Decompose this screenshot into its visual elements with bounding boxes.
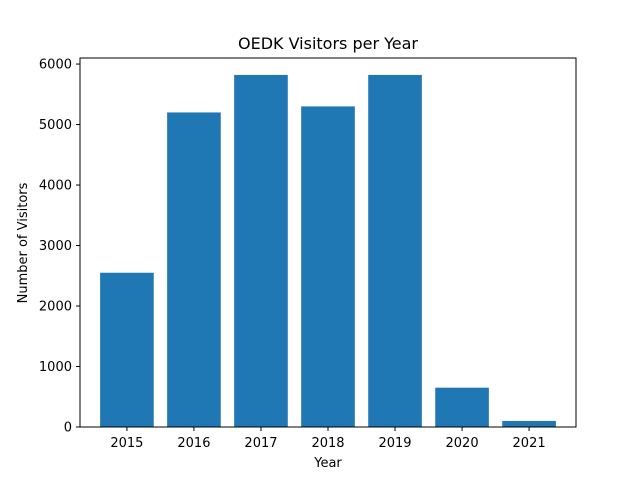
y-tick-label: 0	[64, 421, 72, 436]
x-tick-label: 2019	[378, 436, 411, 451]
chart-title: OEDK Visitors per Year	[238, 34, 418, 53]
plot-area-frame	[79, 57, 577, 428]
y-tick-label: 6000	[39, 58, 72, 73]
x-tick-label: 2021	[513, 436, 546, 451]
bars-group	[100, 74, 556, 427]
y-tick-label: 1000	[39, 360, 72, 375]
bar-2016	[167, 112, 221, 427]
x-ticks-group: 2015 2016 2017 2018 2019 2020 2021	[110, 427, 546, 451]
y-ticks-group: 0 1000 2000 3000 4000 5000 6000	[39, 58, 80, 436]
bar-2020	[435, 387, 489, 427]
y-axis-label: Number of Visitors	[16, 182, 31, 303]
y-tick-label: 2000	[39, 300, 72, 315]
x-tick-label: 2016	[177, 436, 210, 451]
bar-2015	[100, 272, 154, 427]
y-tick-label: 3000	[39, 239, 72, 254]
bar-2018	[301, 106, 355, 427]
x-tick-label: 2020	[446, 436, 479, 451]
x-tick-label: 2017	[244, 436, 277, 451]
bar-2019	[368, 74, 422, 427]
x-axis-label: Year	[313, 456, 342, 471]
bar-2017	[234, 74, 288, 427]
x-tick-label: 2015	[110, 436, 143, 451]
bar-2021	[502, 420, 556, 427]
x-tick-label: 2018	[311, 436, 344, 451]
y-tick-label: 4000	[39, 179, 72, 194]
y-tick-label: 5000	[39, 118, 72, 133]
